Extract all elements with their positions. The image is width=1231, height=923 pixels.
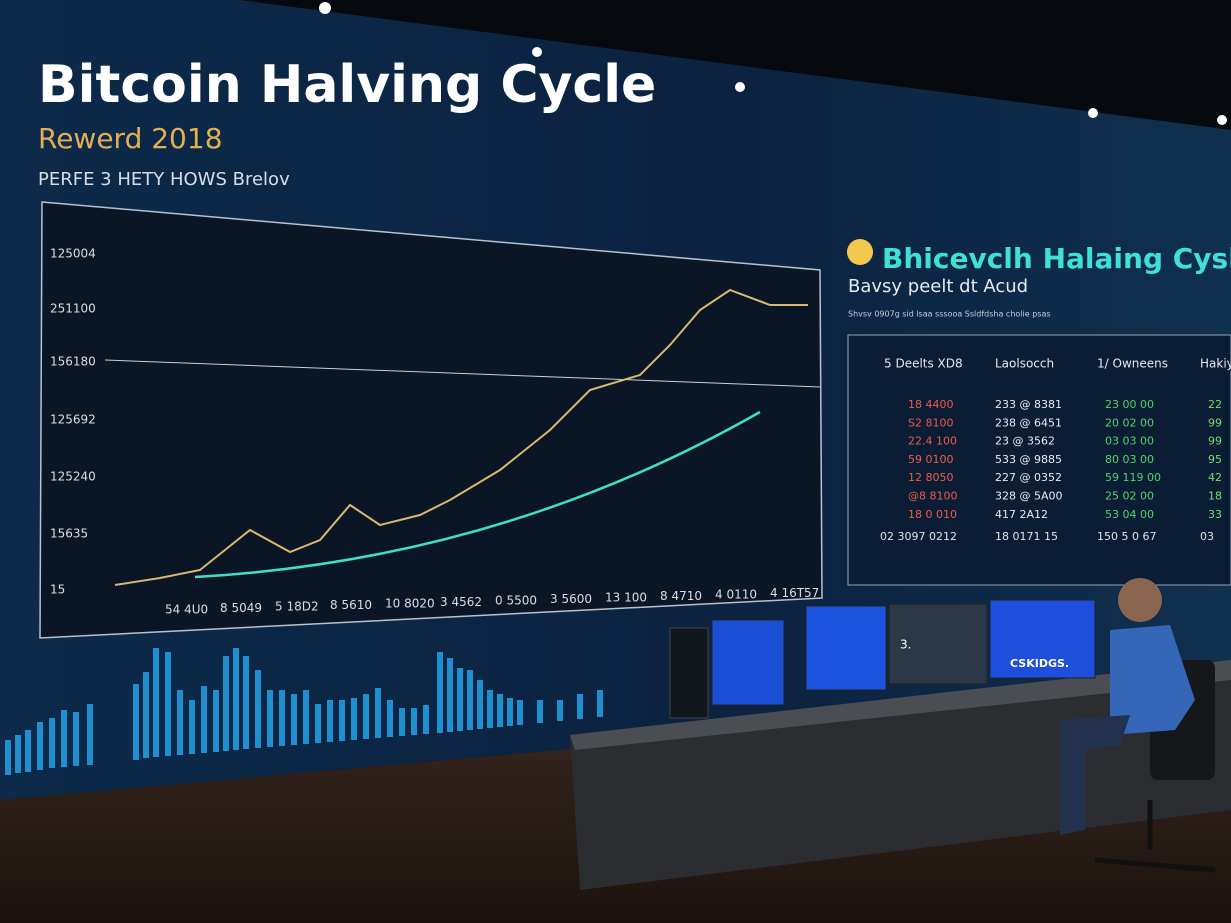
monitor bbox=[805, 605, 887, 691]
ceiling-light bbox=[735, 82, 745, 92]
ceiling-light bbox=[532, 47, 542, 57]
table-cell: 227 @ 0352 bbox=[995, 471, 1062, 484]
monitor bbox=[888, 603, 988, 685]
x-axis-label: 4 16T57 bbox=[770, 586, 819, 600]
table-footer: 02 3097 0212 bbox=[880, 530, 957, 543]
table-cell: 59 0100 bbox=[908, 453, 954, 466]
table-cell: 233 @ 8381 bbox=[995, 398, 1062, 411]
table-cell: 03 03 00 bbox=[1105, 435, 1154, 448]
ceiling-light bbox=[319, 2, 331, 14]
chart-rule bbox=[104, 359, 821, 388]
x-axis-label: 54 4U0 bbox=[165, 603, 208, 617]
table-cell: @8 8100 bbox=[908, 490, 958, 503]
table-footer: 18 0171 15 bbox=[995, 530, 1058, 543]
table-cell: 22.4 100 bbox=[908, 435, 957, 448]
table-header: 5 Deelts XD8 bbox=[884, 357, 963, 371]
x-axis-label: 3 4562 bbox=[440, 595, 482, 609]
table-cell: 80 03 00 bbox=[1105, 453, 1154, 466]
table-cell: 42 bbox=[1208, 471, 1222, 484]
ceiling-light bbox=[1088, 108, 1098, 118]
table-cell: 99 bbox=[1208, 435, 1222, 448]
chair-base bbox=[1094, 800, 1216, 873]
x-axis-label: 8 5610 bbox=[330, 598, 372, 612]
monitor bbox=[711, 619, 785, 706]
wall-subtitle: Rewerd 2018 bbox=[38, 122, 223, 155]
y-axis-label: 125240 bbox=[50, 470, 96, 484]
monitor-text: CSKIDGS. bbox=[1010, 657, 1069, 670]
table-cell: 18 bbox=[1208, 490, 1222, 503]
monitor bbox=[989, 599, 1096, 679]
desk-top bbox=[570, 660, 1231, 750]
table-cell: 533 @ 9885 bbox=[995, 453, 1062, 466]
y-axis-label: 125692 bbox=[50, 413, 96, 427]
wall-caption: PERFE 3 HETY HOWS Brelov bbox=[38, 169, 290, 190]
table-header: Laolsocch bbox=[995, 357, 1054, 371]
table-cell: 53 04 00 bbox=[1105, 508, 1154, 521]
person-head bbox=[1118, 578, 1162, 622]
table-cell: 59 119 00 bbox=[1105, 471, 1161, 484]
table-panel bbox=[847, 334, 1231, 586]
price-line bbox=[114, 288, 808, 586]
panel-subtitle: Bavsy peelt dt Acud bbox=[848, 276, 1028, 297]
y-axis-label: 15635 bbox=[50, 527, 88, 541]
table-cell: 33 bbox=[1208, 508, 1222, 521]
table-cell: 238 @ 6451 bbox=[995, 416, 1062, 429]
table-cell: 18 4400 bbox=[908, 398, 954, 411]
wall-title: Bitcoin Halving Cycle bbox=[38, 55, 656, 115]
table-cell: 22 bbox=[1208, 398, 1222, 411]
table-header: Hakiy bbox=[1200, 357, 1231, 371]
x-axis-label: 8 4710 bbox=[660, 589, 702, 603]
x-axis-label: 5 18D2 bbox=[275, 600, 319, 614]
x-axis-label: 10 8020 bbox=[385, 597, 435, 611]
x-axis-label: 0 5500 bbox=[495, 594, 537, 608]
y-axis-label: 125004 bbox=[50, 247, 96, 261]
trend-line bbox=[194, 410, 761, 579]
x-axis-label: 3 5600 bbox=[550, 592, 592, 606]
chart-frame bbox=[39, 201, 823, 639]
volume-bars bbox=[5, 648, 603, 775]
panel-note: Shvsv 0907g sid lsaa sssooa Ssldfdsha ch… bbox=[848, 310, 1051, 319]
x-axis-label: 8 5049 bbox=[220, 601, 262, 615]
table-cell: 23 00 00 bbox=[1105, 398, 1154, 411]
y-axis-label: 15 bbox=[50, 583, 65, 597]
table-cell: 23 @ 3562 bbox=[995, 435, 1055, 448]
table-header: 1/ Owneens bbox=[1097, 357, 1168, 371]
y-axis-label: 251100 bbox=[50, 302, 96, 316]
table-cell: 25 02 00 bbox=[1105, 490, 1154, 503]
table-footer: 150 5 0 67 bbox=[1097, 530, 1156, 543]
monitor bbox=[669, 627, 709, 719]
table-cell: 99 bbox=[1208, 416, 1222, 429]
table-footer: 03 bbox=[1200, 530, 1214, 543]
table-cell: 417 2A12 bbox=[995, 508, 1048, 521]
y-axis-label: 156180 bbox=[50, 355, 96, 369]
table-cell: 328 @ 5A00 bbox=[995, 490, 1063, 503]
person-torso bbox=[1110, 625, 1195, 735]
x-axis-label: 4 0110 bbox=[715, 588, 757, 602]
x-axis-label: 13 100 bbox=[605, 591, 647, 605]
table-cell: 18 0 010 bbox=[908, 508, 957, 521]
table-cell: 12 8050 bbox=[908, 471, 954, 484]
person-legs bbox=[1060, 715, 1130, 835]
table-cell: S2 8100 bbox=[908, 416, 953, 429]
ceiling-light bbox=[1217, 115, 1227, 125]
panel-title: Bhicevclh Halaing Cysln bbox=[882, 242, 1231, 275]
coin-icon bbox=[847, 239, 873, 265]
monitor-text: 3. bbox=[900, 638, 911, 652]
table-cell: 20 02 00 bbox=[1105, 416, 1154, 429]
table: 5 Deelts XD8 Laolsocch 1/ Owneens Hakiy 18 4… bbox=[880, 357, 1231, 544]
table-cell: 95 bbox=[1208, 453, 1222, 466]
